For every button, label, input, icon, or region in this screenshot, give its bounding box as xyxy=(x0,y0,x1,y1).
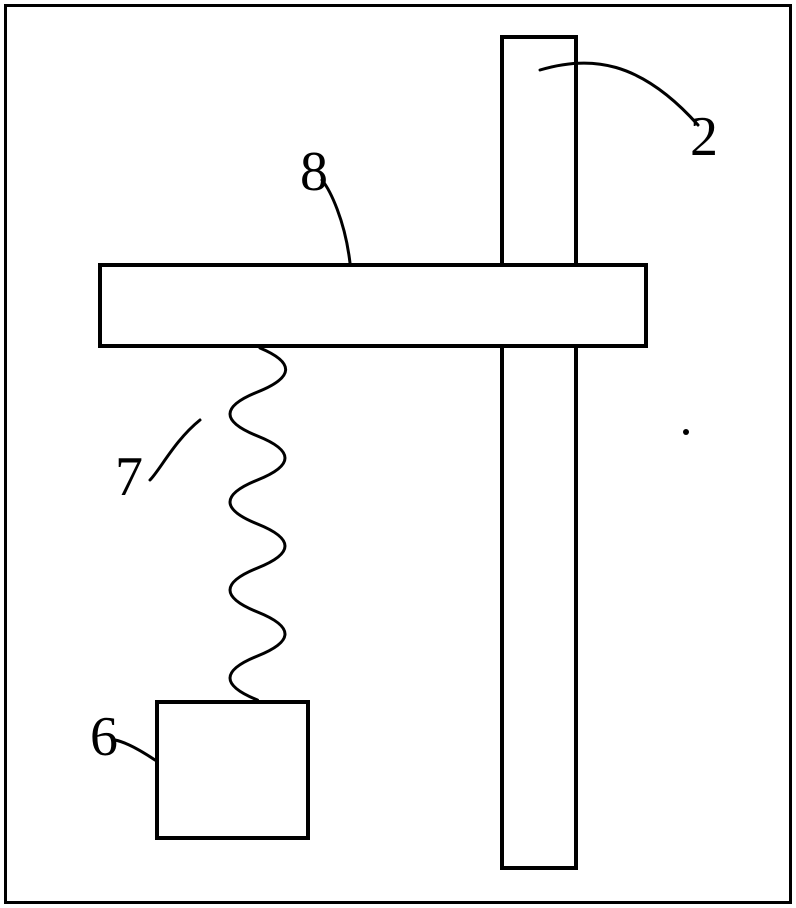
label-2: 2 xyxy=(690,105,718,169)
label-8: 8 xyxy=(300,140,328,204)
label-6: 6 xyxy=(90,705,118,769)
label-7: 7 xyxy=(115,445,143,509)
stray-dot xyxy=(683,429,689,435)
diagram-canvas: 2 8 7 6 xyxy=(0,0,796,908)
